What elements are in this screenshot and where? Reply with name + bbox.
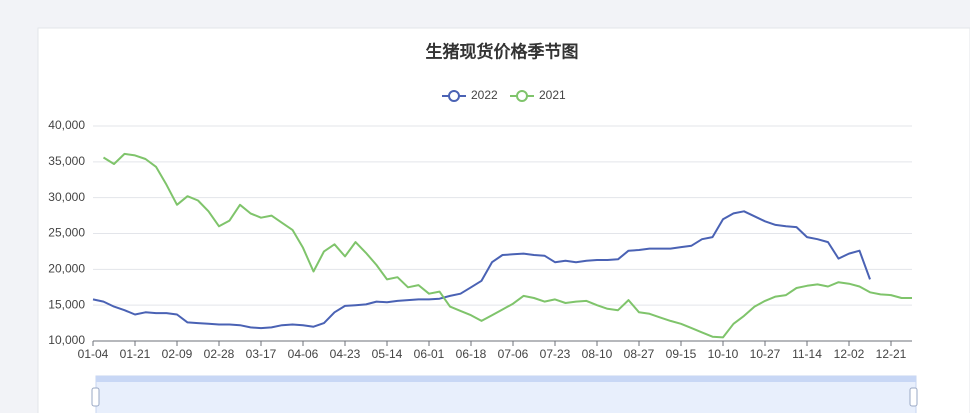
legend-label: 2022 (471, 88, 498, 102)
y-tick-label: 25,000 (48, 226, 85, 240)
series-line (92, 210, 871, 330)
legend-item[interactable]: 2022 (442, 88, 498, 102)
x-tick-label: 11-14 (792, 347, 822, 361)
x-tick-label: 05-14 (372, 347, 403, 361)
y-tick-label: 40,000 (48, 118, 85, 132)
x-tick-label: 08-27 (624, 347, 655, 361)
y-tick-label: 35,000 (48, 154, 85, 168)
series-line (102, 152, 912, 339)
y-tick-label: 30,000 (48, 190, 85, 204)
x-tick-label: 01-04 (78, 347, 109, 361)
y-tick-label: 10,000 (48, 333, 85, 347)
y-tick-label: 20,000 (48, 262, 85, 276)
x-tick-label: 10-27 (750, 347, 781, 361)
x-tick-label: 12-21 (876, 347, 907, 361)
x-tick-label: 10-10 (708, 347, 739, 361)
plot: 10,000 15,000 20,000 25,000 30,000 35,000 40,0… (48, 118, 912, 361)
x-tick-label: 08-10 (582, 347, 613, 361)
x-tick-label: 02-28 (204, 347, 235, 361)
x-tick-label: 12-02 (834, 347, 865, 361)
legend-label: 2021 (539, 88, 566, 102)
x-tick-label: 07-23 (540, 347, 571, 361)
zoom-handle[interactable] (909, 387, 918, 407)
x-tick-label: 04-06 (288, 347, 319, 361)
legend-item[interactable]: 2021 (510, 88, 566, 102)
x-tick-label: 04-23 (330, 347, 361, 361)
x-tick-label: 06-01 (414, 347, 445, 361)
zoom-top-bar (96, 376, 916, 382)
x-tick-label: 03-17 (246, 347, 277, 361)
legend-marker (448, 90, 460, 102)
chart-title: 生猪现货价格季节图 (426, 41, 579, 61)
legend: 2022 2021 (442, 88, 566, 102)
legend-marker (516, 90, 528, 102)
data-zoom[interactable] (91, 375, 918, 413)
panel (37, 27, 970, 413)
zoom-handle[interactable] (91, 387, 100, 407)
x-tick-label: 07-06 (498, 347, 529, 361)
x-tick-label: 06-18 (456, 347, 487, 361)
x-tick-label: 02-09 (162, 347, 193, 361)
y-tick-label: 15,000 (48, 297, 85, 311)
x-tick-label: 01-21 (120, 347, 151, 361)
x-tick-label: 09-15 (666, 347, 697, 361)
